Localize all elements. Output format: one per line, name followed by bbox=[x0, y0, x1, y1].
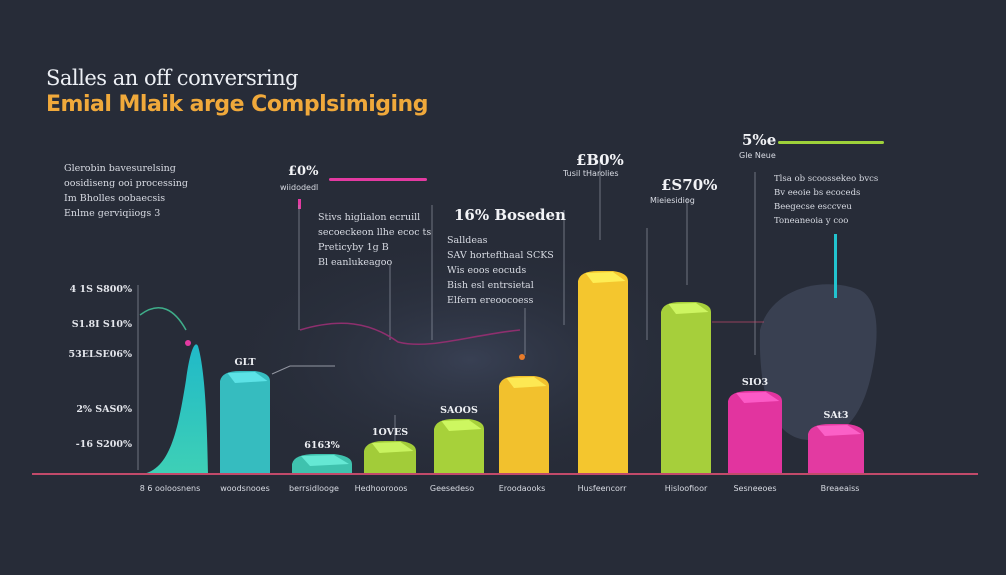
guide-lines bbox=[137, 160, 756, 470]
data-label: 1OVES bbox=[372, 427, 408, 438]
y-tick-label: 2% SAS0% bbox=[76, 404, 132, 415]
note-line: Toneaneoia y coo bbox=[774, 216, 849, 226]
note-line: Im Bholles oobaecsis bbox=[64, 193, 166, 204]
note-line: oosidiseng ooi processing bbox=[64, 178, 188, 189]
bar-woodsnooes bbox=[220, 371, 270, 474]
note-block: Salldeas SAV hortefthaal SCKS Wis eoos e… bbox=[447, 233, 554, 308]
headline-label: Mieiesidiog bbox=[650, 196, 695, 205]
chart-subtitle: Emial Mlaik arge Complsimiging bbox=[46, 92, 428, 117]
x-tick-label: Breaeaiss bbox=[821, 484, 860, 493]
bar-geesedeso bbox=[434, 419, 484, 474]
accent-bar-pink bbox=[329, 178, 427, 181]
bar bbox=[578, 271, 628, 474]
bar-breaeaiss bbox=[808, 424, 864, 474]
bar-husfeencorr bbox=[578, 271, 628, 474]
chart-title: Salles an off conversring bbox=[46, 66, 299, 90]
curve-accent bbox=[139, 307, 187, 331]
note-line: Bv eeoie bs ecoceds bbox=[774, 188, 861, 198]
bar-cap bbox=[371, 442, 414, 453]
note-line: SAV hortefthaal SCKS bbox=[447, 250, 554, 261]
note-line: Salldeas bbox=[447, 235, 488, 246]
headline-label: Tusil tHarolies bbox=[563, 169, 619, 178]
bar-cap bbox=[668, 303, 709, 314]
headline-value: 5%e bbox=[742, 131, 777, 149]
bar-eroodaooks bbox=[499, 376, 549, 474]
bar-cap bbox=[506, 377, 547, 388]
bar bbox=[220, 371, 270, 474]
data-point bbox=[519, 354, 525, 360]
note-line: Bish esl entrsietal bbox=[447, 280, 534, 291]
headline-value: 16% Boseden bbox=[454, 206, 566, 224]
y-tick-label: 4 1S S800% bbox=[70, 284, 132, 295]
note-line: secoeckeon llhe ecoc ts bbox=[318, 227, 432, 238]
bar-hedhoorooos bbox=[364, 441, 416, 474]
bar-cap bbox=[585, 272, 626, 283]
y-tick-label: -16 S200% bbox=[76, 439, 132, 450]
y-tick-label: S1.8I S10% bbox=[72, 319, 132, 330]
bar-cap bbox=[441, 420, 482, 431]
note-line: Glerobin bavesurelsing bbox=[64, 163, 176, 174]
headline-label: Gle Neue bbox=[739, 151, 776, 160]
x-tick-label: Sesneeoes bbox=[733, 484, 776, 493]
x-tick-label: berrsidlooge bbox=[289, 484, 339, 493]
data-label: SAt3 bbox=[823, 410, 848, 421]
note-line: Beegecse esccveu bbox=[774, 202, 852, 212]
x-tick-label: 8 6 ooloosnens bbox=[140, 484, 200, 493]
headline-value: £B0% bbox=[576, 151, 624, 169]
x-tick-label: woodsnooes bbox=[220, 484, 270, 493]
bar-cap bbox=[736, 392, 780, 403]
bar-cap bbox=[227, 372, 268, 383]
note-line: Wis eoos eocuds bbox=[447, 265, 527, 276]
y-tick-label: 53ELSE06% bbox=[69, 349, 133, 360]
note-block: Glerobin bavesurelsing oosidiseng ooi pr… bbox=[64, 161, 188, 221]
note-block: Stivs higlialon ecruill secoeckeon llhe … bbox=[318, 210, 431, 270]
bar bbox=[499, 376, 549, 474]
x-tick-label: Geesedeso bbox=[430, 484, 474, 493]
x-tick-label: Hisloofioor bbox=[665, 484, 708, 493]
bar-cap bbox=[816, 425, 862, 436]
headline-value: £S70% bbox=[661, 176, 718, 194]
note-line: Tlsa ob scoossekeo bvcs bbox=[774, 174, 879, 184]
note-line: Bl eanlukeagoo bbox=[318, 257, 393, 268]
bar bbox=[808, 424, 864, 474]
marker-pink bbox=[298, 199, 301, 209]
note-line: Preticyby 1g B bbox=[318, 242, 389, 253]
bar bbox=[728, 391, 782, 474]
accent-bar-green bbox=[778, 141, 884, 144]
note-line: Enlme gerviqiiogs 3 bbox=[64, 208, 161, 219]
bar-berrsidlooge bbox=[292, 454, 352, 474]
headline-label: wiidodedl bbox=[280, 183, 319, 192]
data-label: GLT bbox=[234, 357, 255, 368]
bar bbox=[434, 419, 484, 474]
headline-value: £0% bbox=[288, 164, 319, 179]
data-label: SAOOS bbox=[440, 405, 478, 416]
trend-line bbox=[299, 322, 521, 345]
connector-line bbox=[271, 365, 335, 375]
x-tick-label: Eroodaooks bbox=[499, 484, 546, 493]
data-label: 6163% bbox=[304, 440, 339, 451]
note-line: Elfern ereoocoess bbox=[447, 295, 534, 306]
bar-hisloofioor bbox=[661, 302, 711, 474]
bar-cap bbox=[301, 455, 349, 466]
note-line: Stivs higlialon ecruill bbox=[318, 212, 421, 223]
data-point bbox=[185, 340, 191, 346]
bar bbox=[661, 302, 711, 474]
area-series bbox=[142, 344, 208, 474]
data-label: SIO3 bbox=[742, 377, 768, 388]
note-block: Tlsa ob scoossekeo bvcs Bv eeoie bs ecoc… bbox=[774, 172, 878, 228]
background-blob bbox=[759, 284, 877, 440]
accent-line-cyan bbox=[834, 234, 837, 298]
bar-sesneeoes bbox=[728, 391, 782, 474]
x-tick-label: Hedhoorooos bbox=[355, 484, 408, 493]
x-tick-label: Husfeencorr bbox=[578, 484, 627, 493]
